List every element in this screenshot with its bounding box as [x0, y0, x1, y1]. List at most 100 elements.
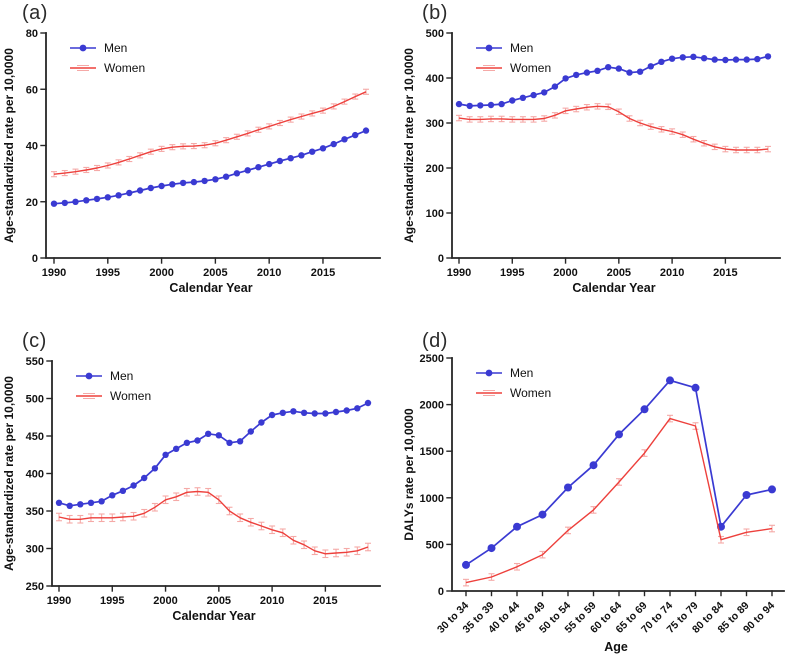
data-point-marker [764, 53, 772, 60]
data-point-marker [690, 53, 697, 60]
y-tick-label: 400 [426, 73, 444, 85]
y-axis-title: Age-standardized rate per 10,0000 [402, 48, 416, 243]
x-tick-label: 1995 [500, 267, 524, 279]
data-point-marker [72, 198, 79, 205]
y-tick-label: 20 [26, 197, 38, 209]
data-point-marker [233, 170, 241, 177]
x-tick-label: 2005 [607, 267, 631, 279]
y-tick-label: 500 [426, 28, 444, 40]
chart-panel-c: 250 300 350 400 450 500 550 1990 1995 2000 2005 201… [2, 356, 381, 623]
data-point-marker [722, 56, 729, 64]
data-point-marker [466, 102, 473, 110]
data-point-marker [711, 56, 718, 63]
data-point-marker [93, 195, 101, 203]
error-bars [463, 414, 775, 587]
data-point-marker [201, 177, 208, 185]
y-axis-title: Age-standardized rate per 10,0000 [2, 48, 16, 243]
chart-panel-a: 0 20 40 60 80 1990 1995 2000 2005 2010 2015 Age-sta… [2, 28, 381, 295]
data-point-marker [658, 58, 665, 65]
y-tick-label: 40 [26, 141, 38, 153]
data-point-marker [636, 68, 644, 75]
data-point-marker [743, 56, 750, 63]
data-point-marker [332, 408, 340, 416]
data-point-marker [215, 432, 222, 439]
data-point-marker [287, 155, 294, 162]
chart-panel-b: 0 100 200 300 400 500 1990 1995 2000 2005 2010 2015… [402, 28, 781, 295]
data-point-marker [300, 409, 308, 416]
data-point-marker [179, 179, 187, 187]
data-point-marker [311, 410, 318, 417]
data-point-marker [594, 67, 601, 75]
data-point-marker [583, 69, 591, 76]
data-point-marker [266, 160, 273, 168]
data-point-marker [513, 522, 521, 531]
data-point-marker [276, 157, 284, 165]
x-tick-label: 2010 [260, 595, 284, 607]
x-tick-label: 2015 [311, 267, 335, 279]
data-point-marker [194, 437, 201, 444]
data-point-marker [341, 136, 348, 143]
x-tick-label: 2010 [660, 267, 684, 279]
series-line [58, 490, 369, 555]
data-point-marker [279, 409, 286, 416]
data-point-marker [562, 75, 569, 82]
data-point-marker [509, 97, 516, 104]
axes [446, 357, 785, 597]
data-point-marker [83, 197, 90, 204]
data-point-marker [573, 71, 580, 79]
data-point-marker [222, 173, 230, 180]
data-point-marker [742, 491, 751, 499]
panel-c-label: (c) [22, 330, 47, 352]
legend-label: Women [510, 61, 551, 75]
data-point-marker [169, 181, 176, 188]
data-point-marker [691, 383, 700, 392]
x-tick-label: 2005 [207, 595, 231, 607]
panel-c: (c) 250 300 350 400 450 500 550 1990 1995 2000 200… [0, 328, 400, 656]
series-men [50, 127, 370, 207]
data-point-marker [487, 544, 496, 553]
data-point-marker [236, 438, 244, 445]
x-axis-title: Calendar Year [172, 609, 255, 623]
data-point-marker [498, 100, 505, 108]
data-point-marker [173, 445, 180, 452]
data-point-marker [626, 69, 633, 76]
x-tick-label: 1990 [47, 595, 71, 607]
data-point-marker [226, 439, 233, 446]
data-point-marker [298, 152, 305, 159]
data-point-marker [126, 189, 133, 197]
legend-marker-circle [485, 44, 493, 52]
axes [40, 32, 381, 264]
data-point-marker [109, 492, 116, 499]
x-tick-label: 2015 [713, 267, 737, 279]
y-tick-label: 1500 [420, 446, 444, 458]
legend-marker-circle [85, 372, 93, 380]
series-women [463, 414, 775, 587]
data-point-marker [352, 131, 359, 139]
y-axis-title: Age-standardized rate per 10,0000 [2, 376, 16, 571]
axis-text: 250 300 350 400 450 500 550 1990 1995 2000 2005 201… [2, 356, 338, 623]
series-line [58, 402, 369, 507]
x-tick-label: 2000 [153, 595, 177, 607]
data-point-marker [119, 487, 127, 494]
data-point-marker [666, 376, 674, 385]
y-tick-label: 0 [438, 586, 444, 598]
x-tick-label: 2010 [257, 267, 281, 279]
legend-label: Women [510, 386, 551, 400]
x-tick-label: 2005 [203, 267, 227, 279]
y-tick-label: 300 [26, 544, 44, 556]
data-point-marker [151, 465, 159, 472]
data-point-marker [462, 560, 470, 569]
data-point-marker [309, 148, 316, 155]
panel-a-label: (a) [22, 2, 48, 24]
y-tick-label: 60 [26, 84, 38, 96]
data-point-marker [55, 499, 63, 506]
y-tick-label: 550 [26, 356, 44, 368]
data-point-marker [477, 102, 484, 109]
legend: Men Women [70, 41, 145, 75]
data-point-marker [605, 63, 612, 71]
error-bars [456, 103, 771, 154]
x-tick-label: 2000 [149, 267, 173, 279]
panel-d: (d) 0 500 1000 1500 2000 2500 30 to 34 35 to 39… [400, 328, 800, 656]
